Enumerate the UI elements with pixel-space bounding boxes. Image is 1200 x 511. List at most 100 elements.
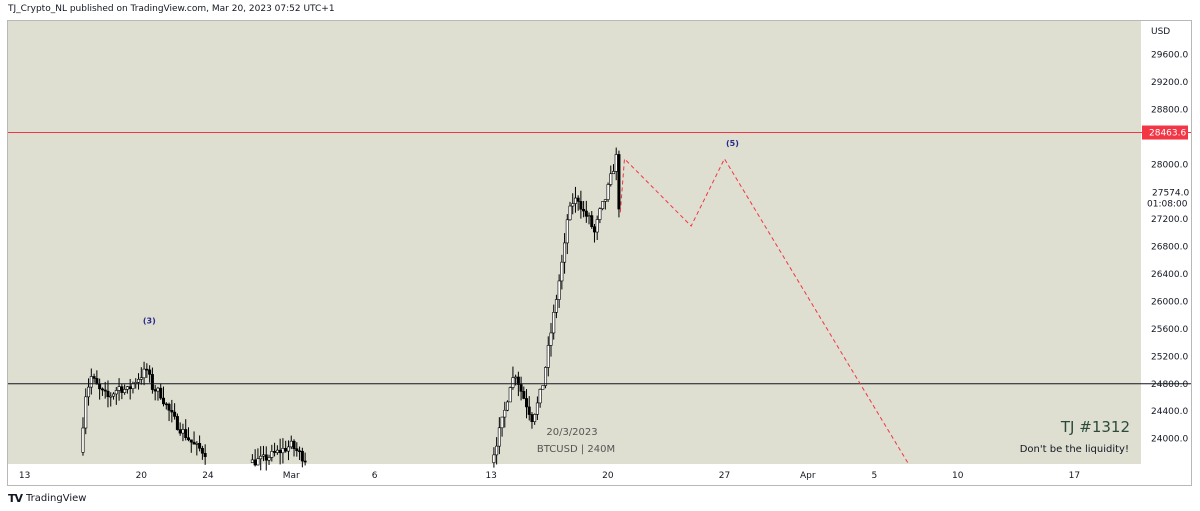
chart-panel[interactable]: (3) (5) 20/3/2023 BTCUSD | 240M TJ #1312 Don'… — [7, 20, 1192, 486]
candle-body — [89, 376, 93, 388]
candle-body — [492, 454, 496, 463]
candle-body — [579, 201, 583, 210]
candle-body — [549, 332, 553, 346]
candle-body — [95, 378, 99, 385]
candle-body — [546, 345, 550, 368]
candle-body — [112, 393, 116, 397]
x-tick-label: 20 — [136, 471, 148, 481]
projection-path — [619, 157, 909, 463]
candle-body — [289, 440, 293, 448]
candle-body — [275, 449, 279, 453]
publisher-header: TJ_Crypto_NL published on TradingView.co… — [8, 4, 335, 14]
resistance-price-tag — [1142, 125, 1188, 140]
candle-body — [153, 389, 157, 392]
candle-body — [150, 374, 154, 390]
candle-body — [278, 449, 282, 454]
candle-body — [544, 367, 548, 386]
x-tick-label: 24 — [202, 471, 214, 481]
y-tick-label: 24800.0 — [1151, 380, 1188, 390]
candle-body — [128, 386, 132, 389]
y-tick-label: 24000.0 — [1151, 435, 1188, 445]
candle-body — [145, 368, 149, 371]
candle-body — [298, 450, 302, 453]
y-tick-label: 25200.0 — [1151, 352, 1188, 362]
candle-body — [98, 383, 102, 390]
candle-body — [522, 391, 526, 399]
y-tick-label: 26000.0 — [1151, 297, 1188, 307]
candle-body — [603, 199, 607, 202]
candle-body — [250, 459, 254, 463]
x-tick-label: 6 — [372, 471, 378, 481]
candle-body — [617, 154, 621, 210]
candle-body — [162, 397, 166, 405]
currency-label: USD — [1151, 27, 1170, 37]
candle-body — [565, 219, 569, 244]
candle-body — [535, 402, 539, 415]
candle-body — [595, 219, 599, 233]
candle-body — [261, 454, 265, 457]
annotation-labels-group: (3) (5) 20/3/2023 BTCUSD | 240M TJ #1312 Don'… — [143, 139, 1130, 455]
candle-body — [495, 445, 499, 456]
candle-body — [170, 410, 174, 413]
price-lines-group — [8, 132, 1191, 385]
chart-title: TJ #1312 — [1060, 418, 1130, 436]
candle-body — [92, 376, 96, 379]
candle-body — [519, 384, 523, 392]
candle-body — [538, 389, 542, 404]
candle-body — [286, 446, 290, 452]
x-tick-label: 20 — [602, 471, 614, 481]
tradingview-logo-icon: TV — [8, 492, 23, 505]
candle-body — [576, 197, 580, 202]
x-tick-label: 17 — [1069, 471, 1080, 481]
candle-body — [511, 377, 515, 388]
candle-body — [259, 455, 263, 460]
candle-body — [178, 429, 182, 434]
candle-body — [587, 215, 591, 217]
candle-body — [109, 395, 113, 398]
candle-body — [125, 386, 129, 390]
plot-area — [8, 21, 1141, 464]
candle-body — [560, 261, 564, 282]
candle-body — [582, 208, 586, 212]
time-axis: 13 20 24 Mar 6 13 20 27 Apr 5 10 17 — [19, 471, 1080, 481]
x-tick-label: 13 — [485, 471, 496, 481]
y-tick-label: 26800.0 — [1151, 243, 1188, 253]
candle-body — [292, 440, 296, 450]
candle-body — [533, 414, 537, 422]
candle-body — [256, 458, 260, 466]
candle-body — [120, 386, 124, 393]
candle-body — [187, 437, 191, 441]
candle-body — [189, 439, 193, 443]
candle-body — [601, 201, 605, 210]
candle-body — [590, 215, 594, 227]
candle-body — [175, 416, 179, 430]
candle-body — [270, 451, 274, 458]
wave-label: (5) — [726, 139, 739, 148]
candle-body — [554, 299, 558, 313]
candle-body — [541, 385, 545, 390]
candle-body — [568, 205, 572, 221]
y-tick-label: 25600.0 — [1151, 325, 1188, 335]
candle-body — [598, 208, 602, 220]
candle-body — [606, 184, 610, 200]
candle-body — [500, 416, 504, 429]
candle-body — [137, 379, 141, 383]
current-price-label: 27574.0 — [1152, 189, 1189, 199]
candle-body — [195, 443, 199, 445]
candle-body — [100, 388, 104, 391]
candle-body — [281, 448, 285, 454]
candle-body — [267, 457, 271, 461]
candle-body — [516, 376, 520, 385]
x-tick-label: Apr — [800, 471, 816, 481]
candlestick-chart[interactable]: (3) (5) 20/3/2023 BTCUSD | 240M TJ #1312 Don'… — [8, 21, 1191, 485]
brand-name: TradingView — [26, 493, 87, 504]
tradingview-brand[interactable]: TV TradingView — [8, 492, 86, 505]
candle-body — [530, 414, 534, 422]
candle-body — [123, 389, 127, 393]
candle-body — [552, 312, 556, 334]
y-tick-label: 28800.0 — [1151, 105, 1188, 115]
y-tick-label: 29600.0 — [1151, 51, 1188, 61]
candle-body — [106, 390, 110, 398]
candle-body — [592, 226, 596, 233]
candle-body — [84, 396, 88, 429]
